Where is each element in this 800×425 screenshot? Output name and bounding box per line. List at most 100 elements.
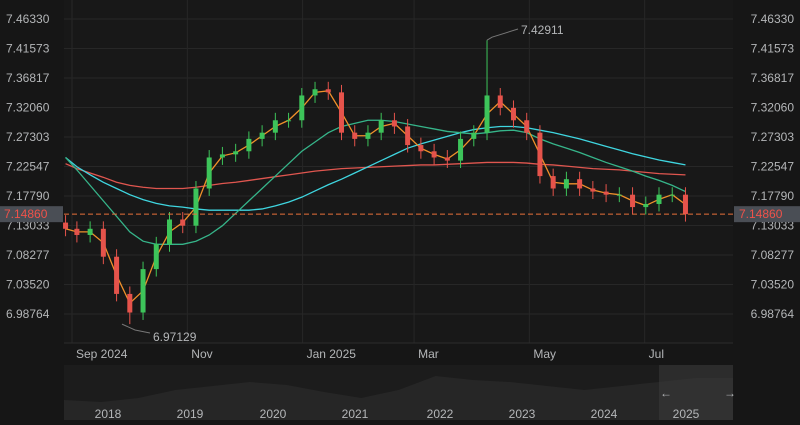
candle[interactable]	[87, 221, 93, 243]
candle[interactable]	[405, 119, 411, 153]
candle-body	[656, 194, 662, 204]
candle[interactable]	[630, 187, 636, 215]
candle[interactable]	[312, 81, 318, 103]
candle[interactable]	[180, 212, 186, 234]
navigator-year-label: 2024	[591, 407, 618, 421]
plot-area[interactable]	[64, 0, 733, 343]
y-tick-label-left: 7.03520	[6, 277, 50, 291]
navigator-left-handle-icon[interactable]: ←	[660, 386, 672, 400]
candle[interactable]	[391, 112, 397, 134]
high-annotation: 7.42911	[521, 23, 564, 37]
candle-body	[405, 126, 411, 146]
candle[interactable]	[656, 187, 662, 212]
candle[interactable]	[682, 187, 688, 222]
candle-body	[365, 132, 371, 139]
candle[interactable]	[233, 143, 239, 162]
candle[interactable]	[458, 131, 464, 169]
navigator[interactable]: ← → 2018 2019 2020 2021 2022 2023 2024 2025	[64, 365, 736, 421]
candle-body	[643, 203, 649, 208]
candle[interactable]	[325, 81, 331, 100]
candle-body	[153, 244, 159, 270]
moving-average-line-2	[65, 125, 686, 211]
y-tick-label-right: 7.17790	[751, 189, 795, 203]
candle[interactable]	[418, 137, 424, 159]
candle[interactable]	[643, 196, 649, 215]
candle-body	[259, 132, 265, 139]
candle-body	[577, 179, 583, 189]
candle[interactable]	[524, 112, 530, 141]
candle[interactable]	[246, 131, 252, 159]
candle-body	[484, 95, 490, 133]
x-tick-label: Mar	[418, 347, 439, 361]
candle[interactable]	[577, 171, 583, 196]
candle[interactable]	[537, 125, 543, 184]
candle[interactable]	[378, 112, 384, 141]
candle-body	[669, 194, 675, 196]
candle-body	[510, 107, 516, 121]
candle[interactable]	[286, 112, 292, 128]
candle-body	[431, 151, 437, 158]
navigator-window[interactable]	[659, 365, 733, 420]
low-annotation: 6.97129	[153, 330, 197, 344]
candle[interactable]	[127, 286, 133, 325]
candle[interactable]	[219, 146, 225, 165]
candle-body	[378, 120, 384, 133]
candle[interactable]	[259, 125, 265, 147]
candle[interactable]	[153, 236, 159, 277]
navigator-area	[64, 376, 733, 420]
y-tick-label-right: 7.22547	[751, 159, 795, 173]
candle[interactable]	[444, 150, 450, 169]
candle-body	[206, 157, 212, 189]
candle[interactable]	[167, 212, 172, 252]
candle[interactable]	[603, 184, 609, 203]
candle[interactable]	[352, 125, 358, 147]
candle[interactable]	[669, 187, 675, 203]
candle-body	[616, 194, 622, 196]
navigator-year-label: 2025	[673, 407, 700, 421]
candle[interactable]	[193, 181, 199, 234]
candle-body	[352, 132, 358, 139]
last-price-label-box	[734, 206, 800, 223]
candle-body	[497, 95, 503, 108]
candle-body	[590, 188, 596, 192]
candle-body	[391, 120, 397, 127]
candle[interactable]	[484, 40, 490, 141]
candle[interactable]	[338, 84, 344, 141]
candle[interactable]	[497, 88, 503, 116]
candle[interactable]	[206, 150, 212, 196]
candle[interactable]	[590, 181, 596, 200]
candle[interactable]	[140, 261, 146, 320]
candle[interactable]	[616, 187, 622, 203]
candle-body	[325, 89, 331, 93]
navigator-right-handle-icon[interactable]: →	[724, 386, 736, 400]
y-tick-label-right: 6.98764	[751, 307, 795, 321]
candle-body	[74, 228, 80, 235]
candle-body	[100, 228, 106, 257]
candle[interactable]	[100, 221, 106, 265]
y-tick-label-left: 7.17790	[6, 189, 50, 203]
candle[interactable]	[272, 112, 278, 141]
candle[interactable]	[510, 100, 516, 128]
candle[interactable]	[63, 215, 69, 237]
candle-body	[286, 120, 292, 122]
candle[interactable]	[471, 125, 477, 147]
candle-body	[458, 138, 464, 161]
y-tick-label-right: 7.27303	[751, 130, 795, 144]
candle[interactable]	[563, 171, 569, 196]
candle-body	[63, 222, 69, 229]
navigator-year-label: 2021	[342, 407, 369, 421]
candle[interactable]	[114, 249, 120, 302]
candle[interactable]	[550, 168, 556, 196]
candle[interactable]	[74, 221, 80, 243]
navigator-year-label: 2020	[260, 407, 287, 421]
candle-body	[219, 154, 225, 158]
candle[interactable]	[365, 125, 371, 147]
candle-body	[603, 191, 609, 195]
y-tick-label-right: 7.08277	[751, 248, 795, 262]
candle-body	[444, 157, 450, 161]
candle-body	[524, 120, 530, 133]
x-tick-label: Jan 2025	[307, 347, 357, 361]
candle[interactable]	[431, 143, 437, 165]
candle[interactable]	[299, 88, 305, 128]
